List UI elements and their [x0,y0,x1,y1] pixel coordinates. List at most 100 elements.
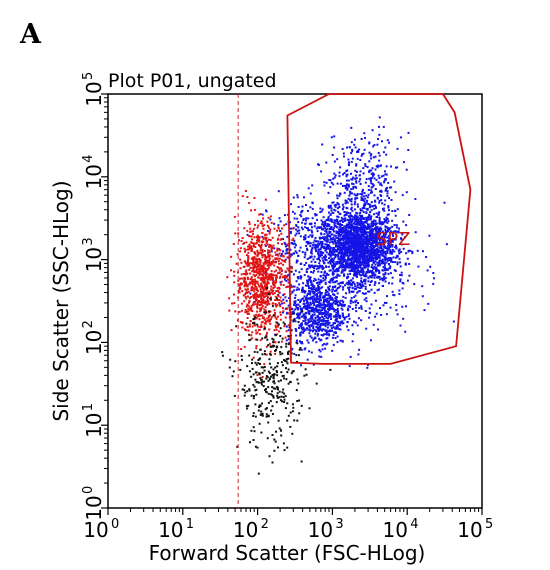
event-dot [272,345,275,347]
event-dot [328,223,331,226]
event-dot [233,281,236,284]
event-dot [322,279,325,282]
event-dot [356,263,359,266]
event-dot [283,278,286,281]
event-dot [277,341,280,344]
event-dot [298,314,300,317]
event-dot [285,358,288,361]
event-dot [238,310,241,313]
event-dot [378,125,380,128]
event-dot [307,235,310,238]
event-dot [353,227,356,230]
event-dot [279,303,282,306]
event-dot [285,279,288,282]
event-dot [350,231,352,234]
event-dot [294,234,297,237]
event-dot [326,236,329,239]
event-dot [360,307,363,310]
event-dot [362,251,365,253]
event-dot [358,256,361,259]
event-dot [296,378,299,381]
event-dot [252,273,255,276]
event-dot [372,220,374,223]
event-dot [406,257,409,260]
event-dot [347,305,350,308]
event-dot [359,183,362,185]
event-dot [281,252,283,255]
event-dot [343,274,346,277]
event-dot [369,243,372,246]
event-dot [386,247,389,250]
event-dot [312,327,315,330]
event-dot [254,389,257,392]
event-dot [256,303,259,306]
event-dot [329,281,332,284]
event-dot [379,259,382,262]
event-dot [336,307,339,310]
event-dot [338,171,341,174]
event-dot [256,239,258,242]
event-dot [292,227,295,230]
event-dot [260,297,263,300]
y-tick-exponent: 2 [81,320,96,328]
event-dot [392,293,395,296]
event-dot [348,146,351,149]
event-dot [261,232,264,234]
event-dot [312,244,315,247]
event-dot [329,324,332,327]
event-dot [400,243,403,246]
event-dot [285,325,288,328]
event-dot [255,274,258,277]
event-dot [279,271,282,274]
event-dot [240,240,243,242]
event-dot [364,273,367,276]
event-dot [392,256,395,259]
event-dot [352,243,355,246]
event-dot [287,273,290,276]
event-dot [354,198,357,201]
event-dot [374,260,377,263]
event-dot [286,351,289,354]
event-dot [342,241,345,244]
event-dot [361,223,364,226]
event-dot [305,204,307,206]
event-dot [360,260,363,263]
event-dot [233,394,236,397]
event-dot [352,247,355,250]
event-dot [245,405,248,408]
event-dot [353,203,356,206]
event-dot [372,271,375,274]
event-dot [387,237,390,240]
event-dot [257,283,260,286]
event-dot [353,296,356,299]
event-dot [254,246,257,248]
event-dot [321,244,324,247]
event-dot [284,243,287,246]
event-dot [287,352,289,355]
event-dot [386,236,389,239]
event-dot [359,224,362,226]
event-dot [346,321,349,324]
event-dot [378,257,381,260]
event-dot [364,165,367,167]
event-dot [353,260,356,262]
event-dot [233,293,235,296]
event-dot [348,291,351,294]
event-dot [323,261,326,264]
event-dot [331,329,333,332]
event-dot [263,254,266,256]
event-dot [421,295,424,298]
event-dot [326,225,328,228]
event-dot [250,246,253,249]
event-dot [354,321,357,324]
event-dot [378,234,381,237]
event-dot [367,265,370,268]
event-dot [272,395,275,398]
event-dot [354,257,357,260]
event-dot [241,290,244,293]
event-dot [257,296,260,299]
event-dot [333,246,336,249]
event-dot [273,449,276,452]
event-dot [356,221,359,224]
event-dot [351,240,354,243]
